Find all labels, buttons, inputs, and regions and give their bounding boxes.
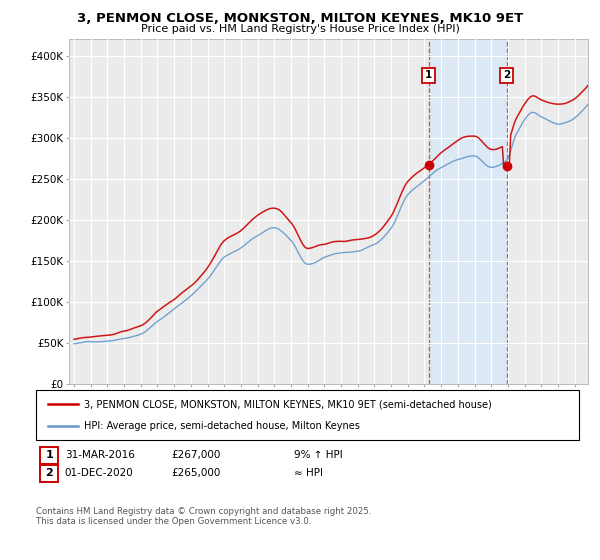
Text: HPI: Average price, semi-detached house, Milton Keynes: HPI: Average price, semi-detached house,… [84,421,360,431]
Bar [428,39,506,384]
Text: 9% ↑ HPI: 9% ↑ HPI [294,450,343,460]
Text: £267,000: £267,000 [171,450,220,460]
Text: Contains HM Land Registry data © Crown copyright and database right 2025.
This d: Contains HM Land Registry data © Crown c… [36,507,371,526]
Text: £265,000: £265,000 [171,468,220,478]
Text: 2: 2 [503,71,510,81]
Text: ≈ HPI: ≈ HPI [294,468,323,478]
Text: Price paid vs. HM Land Registry's House Price Index (HPI): Price paid vs. HM Land Registry's House … [140,24,460,34]
Text: 2: 2 [46,468,53,478]
Text: 01-DEC-2020: 01-DEC-2020 [65,468,134,478]
Text: 3, PENMON CLOSE, MONKSTON, MILTON KEYNES, MK10 9ET (semi-detached house): 3, PENMON CLOSE, MONKSTON, MILTON KEYNES… [84,399,492,409]
Text: 1: 1 [46,450,53,460]
Text: 31-MAR-2016: 31-MAR-2016 [65,450,134,460]
Text: 3, PENMON CLOSE, MONKSTON, MILTON KEYNES, MK10 9ET: 3, PENMON CLOSE, MONKSTON, MILTON KEYNES… [77,12,523,25]
Text: 1: 1 [425,71,432,81]
